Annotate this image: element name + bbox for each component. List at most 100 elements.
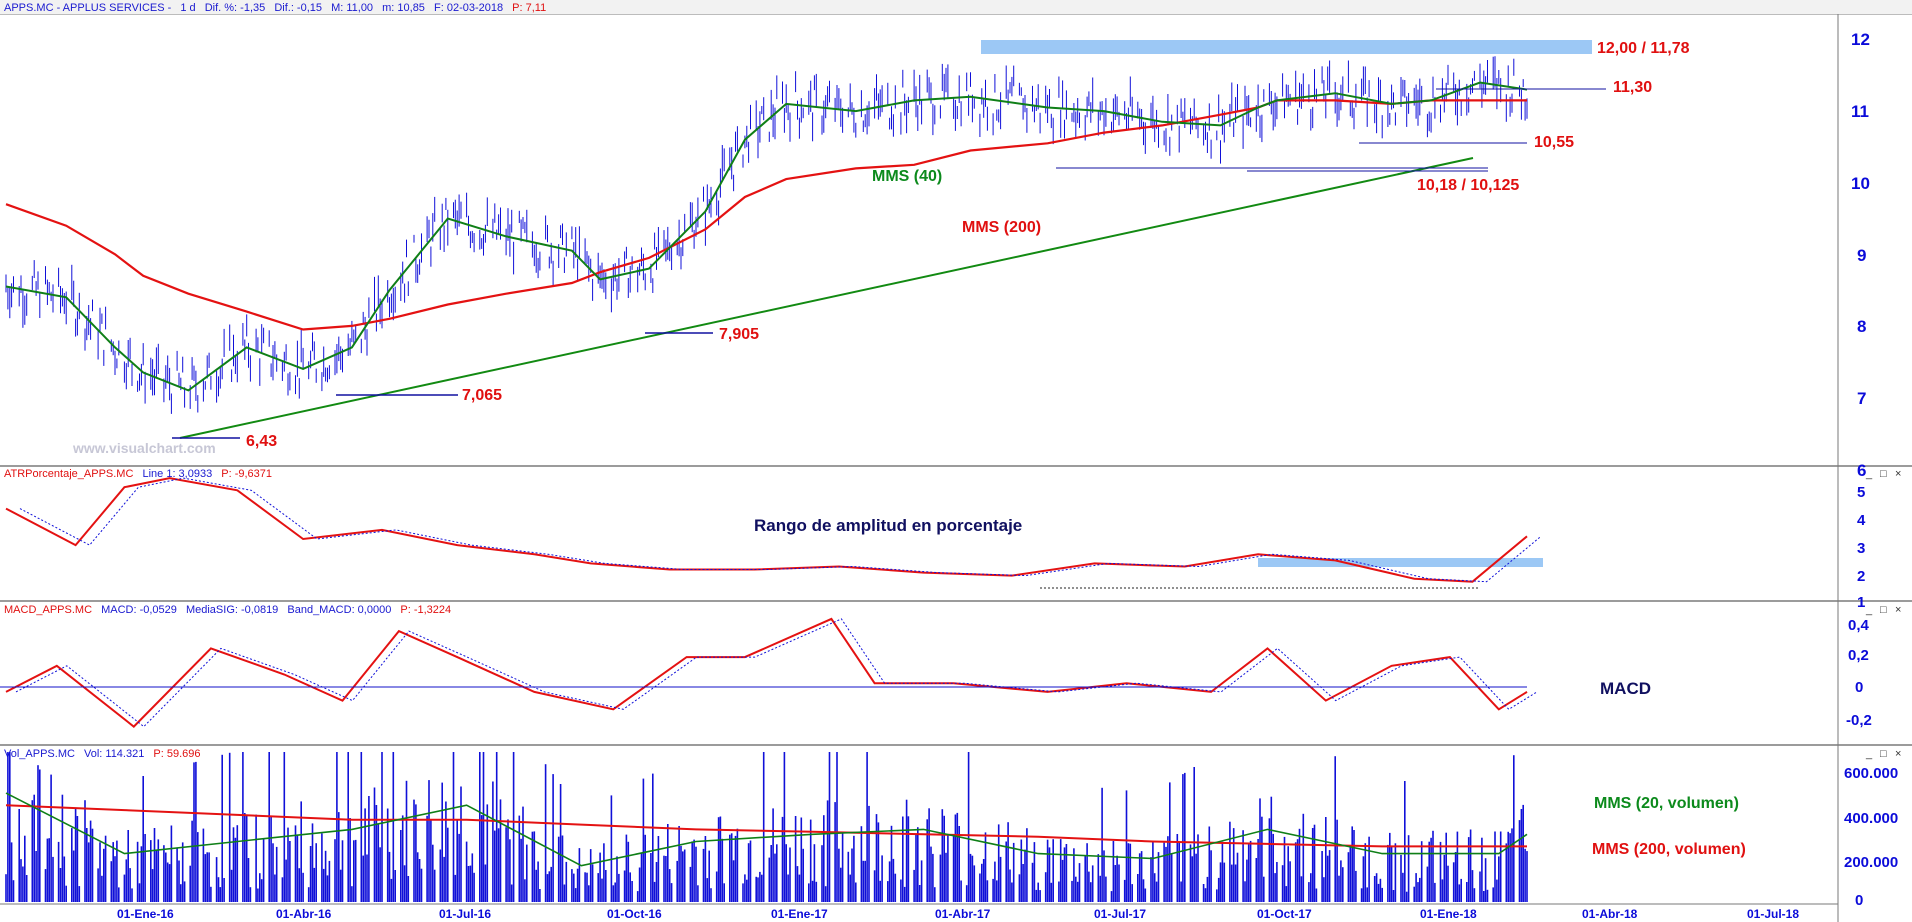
x-tick: 01-Jul-18 <box>1747 907 1799 921</box>
volume-bar <box>1170 853 1173 902</box>
volume-bar <box>930 846 932 902</box>
volume-bar <box>1155 881 1158 902</box>
volume-window-controls[interactable]: _ □ × <box>1865 748 1901 760</box>
volume-bar <box>494 830 496 902</box>
volume-bar <box>824 886 827 902</box>
volume-bar <box>1091 865 1094 902</box>
volume-bar <box>665 856 667 902</box>
volume-bar <box>287 827 289 902</box>
volume-bar <box>215 857 218 902</box>
volume-bar <box>1276 862 1278 902</box>
volume-bar <box>127 830 129 902</box>
volume-bar <box>1249 840 1252 902</box>
maximize-icon[interactable]: □ <box>1880 748 1887 760</box>
volume-bar <box>420 868 423 902</box>
volume-bar <box>704 836 707 902</box>
volume-bar <box>796 866 799 902</box>
volume-bar <box>33 794 35 902</box>
volume-bar <box>1063 847 1066 902</box>
volume-bar <box>39 769 41 902</box>
volume-bar <box>191 820 193 902</box>
volume-bar <box>1110 891 1113 902</box>
volume-bar <box>1011 882 1013 902</box>
volume-bar <box>550 866 552 902</box>
volume-bar <box>1204 888 1207 902</box>
maximize-icon[interactable]: □ <box>1880 468 1887 480</box>
volume-bar <box>50 774 52 902</box>
volume-header: Vol_APPS.MC Vol: 114.321 P: 59.696 <box>4 748 201 760</box>
close-icon[interactable]: × <box>1895 468 1901 480</box>
volume-bar <box>920 860 923 902</box>
vol-mms200-label: MMS (200, volumen) <box>1592 841 1746 858</box>
volume-bar <box>1381 887 1383 902</box>
volume-bar <box>625 834 628 902</box>
volume-bar <box>10 842 13 902</box>
volume-bar <box>979 873 981 902</box>
volume-bar <box>242 752 244 902</box>
volume-bar <box>1007 822 1009 902</box>
volume-bar <box>610 795 613 902</box>
volume-bar <box>1009 869 1011 902</box>
volume-bar <box>676 860 678 902</box>
volume-bar <box>230 869 233 902</box>
volume-bar <box>1473 888 1476 902</box>
volume-bar <box>1443 854 1446 902</box>
volume-bar <box>507 819 509 902</box>
x-tick: 01-Abr-17 <box>935 907 991 921</box>
volume-bar <box>232 827 235 902</box>
volume-bar <box>386 808 389 902</box>
volume-bar <box>809 819 812 902</box>
volume-bar <box>618 873 620 902</box>
close-icon[interactable]: × <box>1895 604 1901 616</box>
x-tick: 01-Oct-16 <box>607 907 662 921</box>
volume-bar <box>354 839 357 902</box>
atr-window-controls[interactable]: _ □ × <box>1865 468 1901 480</box>
volume-bar <box>1184 772 1186 902</box>
volume-bar <box>91 828 94 902</box>
level-label-7065: 7,065 <box>462 387 502 404</box>
volume-bar <box>629 872 631 902</box>
volume-bar <box>1496 879 1498 902</box>
volume-bar <box>683 849 686 902</box>
volume-bar <box>260 879 263 902</box>
volume-bar <box>1394 843 1397 902</box>
volume-bar <box>650 853 652 902</box>
minimize-icon[interactable]: _ <box>1865 604 1873 616</box>
volume-bar <box>772 808 774 902</box>
volume-bar <box>268 752 270 902</box>
volume-bar <box>274 874 276 902</box>
volume-bar <box>89 820 92 902</box>
volume-y-tick: 200.000 <box>1844 854 1898 871</box>
volume-bar <box>86 828 88 902</box>
volume-bar <box>1419 877 1421 902</box>
volume-bar <box>84 800 86 902</box>
volume-bar <box>644 834 646 902</box>
volume-bar <box>454 874 457 902</box>
x-tick: 01-Abr-16 <box>276 907 332 921</box>
volume-bar <box>52 856 54 902</box>
volume-bar <box>392 752 395 902</box>
minimize-icon[interactable]: _ <box>1865 468 1873 480</box>
level-label-resistance: 12,00 / 11,78 <box>1597 40 1690 57</box>
volume-bar <box>1129 843 1132 902</box>
volume-bar <box>1088 871 1090 902</box>
volume-bar <box>531 831 534 902</box>
volume-bar <box>695 846 697 902</box>
volume-bar <box>887 881 889 902</box>
volume-bar <box>749 840 752 902</box>
volume-bar <box>1328 850 1331 902</box>
volume-bar <box>746 879 748 902</box>
volume-bar <box>283 752 286 902</box>
volume-bar <box>1296 839 1299 902</box>
macd-window-controls[interactable]: _ □ × <box>1865 604 1901 616</box>
volume-bar <box>1125 790 1128 902</box>
volume-bar <box>546 874 549 902</box>
volume-bar <box>954 814 957 902</box>
close-icon[interactable]: × <box>1895 748 1901 760</box>
maximize-icon[interactable]: □ <box>1880 604 1887 616</box>
volume-bar <box>1364 843 1367 902</box>
volume-bar <box>875 814 878 902</box>
volume-bar <box>1287 846 1289 902</box>
volume-bar <box>826 800 829 902</box>
minimize-icon[interactable]: _ <box>1865 748 1873 760</box>
